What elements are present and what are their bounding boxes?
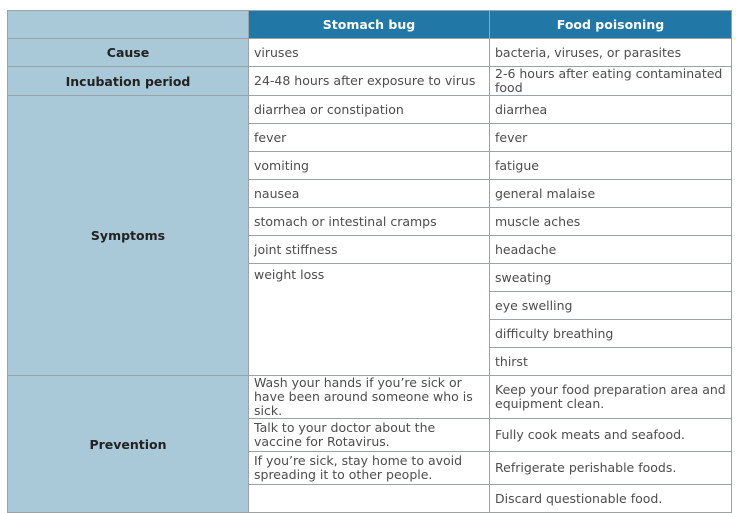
row-label-incubation: Incubation period bbox=[7, 66, 249, 96]
table-row: fever fever bbox=[8, 123, 732, 152]
table-row: Talk to your doctor about the vaccine fo… bbox=[8, 418, 732, 452]
symptom-food-poisoning: fever bbox=[489, 123, 732, 152]
symptom-food-poisoning: headache bbox=[489, 235, 732, 264]
prevention-food-poisoning: Keep your food preparation area and equi… bbox=[489, 375, 732, 419]
table-row: joint stiffness headache bbox=[8, 235, 732, 264]
row-label-cause: Cause bbox=[7, 38, 249, 67]
symptom-food-poisoning: diarrhea bbox=[489, 95, 732, 124]
prevention-stomach-bug: Talk to your doctor about the vaccine fo… bbox=[248, 418, 490, 452]
cause-food-poisoning: bacteria, viruses, or parasites bbox=[489, 38, 732, 67]
prevention-stomach-bug: If you’re sick, stay home to avoid sprea… bbox=[248, 451, 490, 485]
symptom-stomach-bug: nausea bbox=[248, 179, 490, 208]
symptom-food-poisoning: thirst bbox=[489, 347, 732, 376]
prevention-food-poisoning: Discard questionable food. bbox=[489, 484, 732, 513]
table-row: eye swelling bbox=[8, 291, 732, 320]
table-row: Symptoms diarrhea or constipation diarrh… bbox=[7, 95, 732, 376]
row-label-prevention: Prevention bbox=[7, 375, 249, 513]
symptom-stomach-bug: stomach or intestinal cramps bbox=[248, 207, 490, 236]
symptom-food-poisoning: muscle aches bbox=[489, 207, 732, 236]
table-row: stomach or intestinal cramps muscle ache… bbox=[8, 207, 732, 236]
incubation-stomach-bug: 24-48 hours after exposure to virus bbox=[248, 66, 490, 96]
symptom-food-poisoning: sweating bbox=[489, 263, 732, 292]
table-row: difficulty breathing bbox=[8, 319, 732, 348]
symptom-food-poisoning: fatigue bbox=[489, 151, 732, 180]
row-label-symptoms: Symptoms bbox=[7, 95, 249, 376]
symptom-stomach-bug: joint stiffness bbox=[248, 235, 490, 264]
table-row: If you’re sick, stay home to avoid sprea… bbox=[8, 451, 732, 485]
header-row: Stomach bug Food poisoning bbox=[7, 10, 732, 39]
prevention-stomach-bug: Wash your hands if you’re sick or have b… bbox=[248, 375, 490, 419]
table-row: weight loss sweating bbox=[8, 263, 732, 376]
cause-stomach-bug: viruses bbox=[248, 38, 490, 67]
table-row: Incubation period 24-48 hours after expo… bbox=[7, 66, 732, 96]
header-stomach-bug: Stomach bug bbox=[248, 10, 490, 39]
symptom-food-poisoning: eye swelling bbox=[489, 291, 732, 320]
table-row: vomiting fatigue bbox=[8, 151, 732, 180]
prevention-food-poisoning: Fully cook meats and seafood. bbox=[489, 418, 732, 452]
symptom-stomach-bug: fever bbox=[248, 123, 490, 152]
comparison-table: Stomach bug Food poisoning Cause viruses… bbox=[7, 10, 732, 513]
table-row: thirst bbox=[8, 347, 732, 376]
symptom-food-poisoning: general malaise bbox=[489, 179, 732, 208]
prevention-food-poisoning: Refrigerate perishable foods. bbox=[489, 451, 732, 485]
header-blank-cell bbox=[7, 10, 249, 39]
prevention-stomach-bug-empty bbox=[248, 484, 490, 513]
table-row: nausea general malaise bbox=[8, 179, 732, 208]
header-food-poisoning: Food poisoning bbox=[489, 10, 732, 39]
symptom-stomach-bug: vomiting bbox=[248, 151, 490, 180]
table-row: Prevention Wash your hands if you’re sic… bbox=[7, 375, 732, 513]
table-row: Cause viruses bacteria, viruses, or para… bbox=[7, 38, 732, 67]
symptom-stomach-bug: weight loss bbox=[248, 263, 490, 376]
symptom-food-poisoning: difficulty breathing bbox=[489, 319, 732, 348]
symptom-stomach-bug: diarrhea or constipation bbox=[248, 95, 490, 124]
incubation-food-poisoning: 2-6 hours after eating contaminated food bbox=[489, 66, 732, 96]
